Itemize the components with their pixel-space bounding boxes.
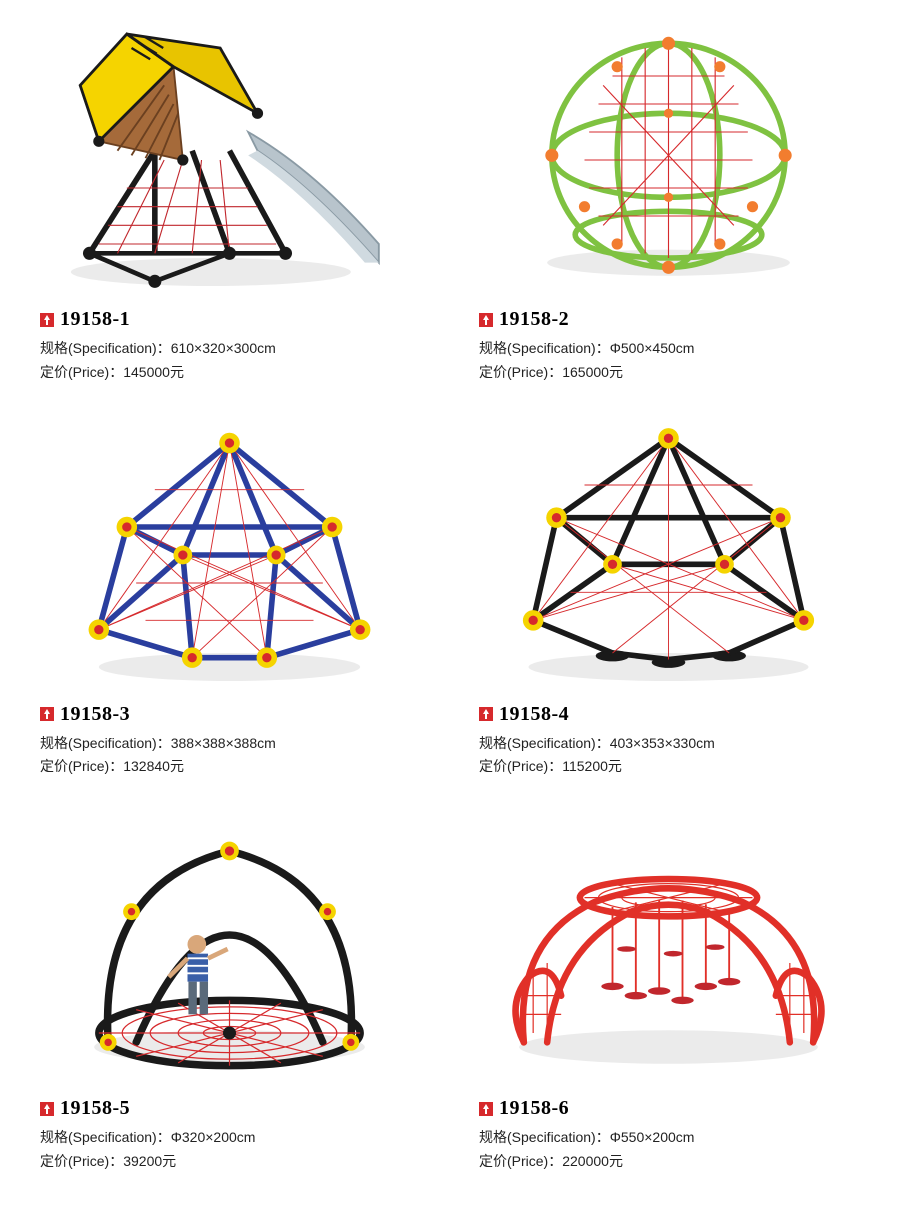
- product-info: 19158-1 规格(Specification)：610×320×300cm …: [40, 300, 419, 385]
- product-icon: [40, 313, 54, 327]
- price-line: 定价(Price)：220000元: [479, 1150, 858, 1174]
- product-icon: [479, 313, 493, 327]
- product-card: 19158-3 规格(Specification)：388×388×388cm …: [40, 415, 419, 780]
- product-info: 19158-6 规格(Specification)：Φ550×200cm 定价(…: [479, 1089, 858, 1174]
- product-card: 19158-5 规格(Specification)：Φ320×200cm 定价(…: [40, 809, 419, 1174]
- model-number: 19158-2: [499, 308, 569, 331]
- spec-line: 规格(Specification)：Φ500×450cm: [479, 337, 858, 361]
- price-line: 定价(Price)：145000元: [40, 361, 419, 385]
- model-number: 19158-4: [499, 703, 569, 726]
- product-image: [40, 415, 419, 695]
- product-title: 19158-4: [479, 703, 858, 726]
- product-title: 19158-6: [479, 1097, 858, 1120]
- spec-line: 规格(Specification)：Φ550×200cm: [479, 1126, 858, 1150]
- model-number: 19158-5: [60, 1097, 130, 1120]
- spec-line: 规格(Specification)：610×320×300cm: [40, 337, 419, 361]
- product-icon: [40, 1102, 54, 1116]
- product-info: 19158-4 规格(Specification)：403×353×330cm …: [479, 695, 858, 780]
- product-icon: [479, 707, 493, 721]
- spec-line: 规格(Specification)：Φ320×200cm: [40, 1126, 419, 1150]
- product-icon: [40, 707, 54, 721]
- catalog-grid: 19158-1 规格(Specification)：610×320×300cm …: [40, 20, 858, 1174]
- product-title: 19158-5: [40, 1097, 419, 1120]
- product-card: 19158-2 规格(Specification)：Φ500×450cm 定价(…: [479, 20, 858, 385]
- product-title: 19158-1: [40, 308, 419, 331]
- model-number: 19158-1: [60, 308, 130, 331]
- product-image: [40, 809, 419, 1089]
- price-line: 定价(Price)：39200元: [40, 1150, 419, 1174]
- product-title: 19158-2: [479, 308, 858, 331]
- price-line: 定价(Price)：132840元: [40, 755, 419, 779]
- spec-line: 规格(Specification)：388×388×388cm: [40, 732, 419, 756]
- product-image: [479, 809, 858, 1089]
- price-line: 定价(Price)：165000元: [479, 361, 858, 385]
- product-card: 19158-1 规格(Specification)：610×320×300cm …: [40, 20, 419, 385]
- product-image: [40, 20, 419, 300]
- product-icon: [479, 1102, 493, 1116]
- product-card: 19158-6 规格(Specification)：Φ550×200cm 定价(…: [479, 809, 858, 1174]
- model-number: 19158-3: [60, 703, 130, 726]
- product-image: [479, 415, 858, 695]
- product-image: [479, 20, 858, 300]
- product-title: 19158-3: [40, 703, 419, 726]
- model-number: 19158-6: [499, 1097, 569, 1120]
- product-card: 19158-4 规格(Specification)：403×353×330cm …: [479, 415, 858, 780]
- spec-line: 规格(Specification)：403×353×330cm: [479, 732, 858, 756]
- product-info: 19158-5 规格(Specification)：Φ320×200cm 定价(…: [40, 1089, 419, 1174]
- product-info: 19158-3 规格(Specification)：388×388×388cm …: [40, 695, 419, 780]
- price-line: 定价(Price)：115200元: [479, 755, 858, 779]
- product-info: 19158-2 规格(Specification)：Φ500×450cm 定价(…: [479, 300, 858, 385]
